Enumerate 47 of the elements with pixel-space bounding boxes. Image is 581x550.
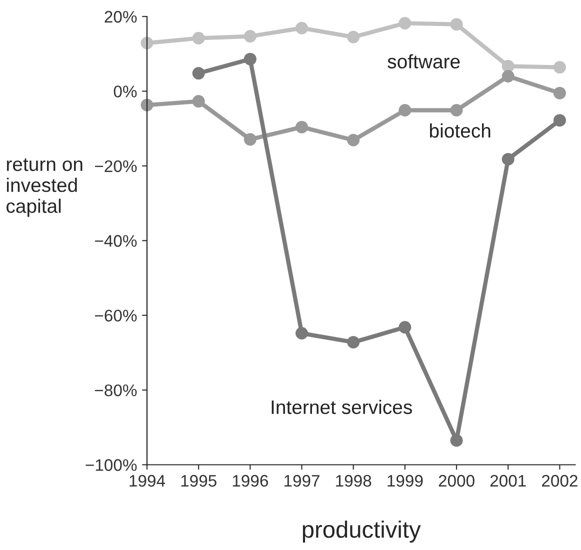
y-tick-label: −80% xyxy=(95,384,137,396)
point xyxy=(192,67,205,80)
x-tick-label: 1999 xyxy=(388,474,423,487)
point xyxy=(553,114,566,127)
point xyxy=(192,32,205,44)
point xyxy=(553,61,566,74)
y-tick-label: −60% xyxy=(95,310,137,322)
x-tick-label: 2002 xyxy=(542,474,578,487)
point xyxy=(296,327,308,340)
x-tick-label: 2000 xyxy=(438,474,474,487)
series-label: biotech xyxy=(430,123,490,138)
x-tick-label: 1998 xyxy=(336,474,372,487)
x-axis-title: productivity xyxy=(302,520,421,543)
x-tick-label: 1996 xyxy=(232,474,268,487)
point xyxy=(450,18,463,31)
point xyxy=(192,95,205,108)
point xyxy=(502,70,514,83)
series-label: software xyxy=(388,54,460,68)
point xyxy=(244,133,256,146)
point xyxy=(398,321,412,334)
point xyxy=(244,52,256,66)
point xyxy=(450,434,463,447)
point xyxy=(450,104,463,117)
y-axis-title: return on invested capital xyxy=(6,158,82,217)
point xyxy=(347,30,360,44)
point xyxy=(296,120,308,134)
point xyxy=(502,60,514,72)
series-label: Internet services xyxy=(272,400,412,414)
point xyxy=(296,22,308,34)
point xyxy=(244,30,256,43)
y-tick-label: −40% xyxy=(95,235,137,247)
point xyxy=(398,104,412,117)
y-tick-label: 20% xyxy=(104,10,137,23)
point xyxy=(347,336,360,348)
y-tick-label: −20% xyxy=(95,160,137,172)
x-tick-label: 1995 xyxy=(181,474,216,487)
point xyxy=(140,36,154,50)
point xyxy=(553,86,566,100)
y-tick-label: 0% xyxy=(114,86,137,98)
point xyxy=(140,98,154,112)
y-tick-label: −100% xyxy=(86,459,137,471)
point xyxy=(502,152,514,166)
point xyxy=(347,134,360,146)
x-tick-label: 1994 xyxy=(130,474,166,487)
x-tick-label: 1997 xyxy=(284,474,320,487)
x-tick-label: 2001 xyxy=(490,474,526,487)
point xyxy=(398,16,412,30)
